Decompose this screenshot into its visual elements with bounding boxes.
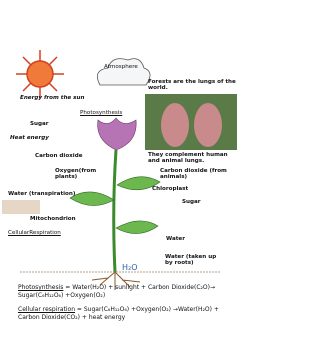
- page: H₂O Atmosphere Energy from the sun Fores…: [2, 50, 237, 321]
- label: Mitochondrion: [30, 216, 76, 222]
- flower: [97, 117, 137, 151]
- label: Energy from the sun: [20, 95, 85, 101]
- formula: = Water(H₂O) + sunlight + Carbon Dioxide…: [18, 284, 216, 299]
- label: Sugar: [182, 199, 201, 205]
- equation: Photosynthesis = Water(H₂O) + sunlight +…: [18, 284, 233, 299]
- label: Carbon dioxide (from animals): [160, 168, 227, 181]
- label: Water (transpiration): [8, 191, 76, 197]
- sun: [16, 50, 64, 98]
- term: Photosynthesis: [18, 284, 64, 291]
- leaf: [69, 191, 115, 206]
- label: Photosynthesis: [80, 110, 123, 116]
- roots: [91, 271, 141, 290]
- label: Water (taken up by roots): [165, 254, 217, 267]
- leaf: [116, 176, 161, 191]
- forest-lung: [161, 103, 189, 147]
- equation: Cellular respiration = Sugar(C₆H₁₂O₆) +O…: [18, 306, 233, 321]
- label: Atmosphere: [104, 64, 138, 70]
- label: Water: [166, 236, 185, 242]
- formula: = Sugar(C₆H₁₂O₆) +Oxygen(O₂) →Water(H₂O)…: [18, 306, 219, 321]
- stem: [112, 149, 118, 273]
- cell-photo: [2, 200, 40, 214]
- label: Oxygen(from plants): [55, 168, 97, 181]
- cloud: [96, 58, 151, 86]
- term: Cellular respiration: [18, 306, 75, 313]
- label: Chloroplast: [152, 186, 189, 192]
- forest-lung: [194, 103, 222, 147]
- leaf: [115, 220, 159, 234]
- label: Heat energy: [10, 135, 49, 141]
- forest-photo: [145, 94, 237, 150]
- label: They complement human and animal lungs.: [148, 152, 228, 165]
- label: CellularRespiration: [8, 230, 61, 236]
- label: Carbon dioxide: [35, 153, 83, 159]
- h2o-mark: H₂O: [122, 263, 138, 272]
- label: Forests are the lungs of the world.: [148, 79, 236, 92]
- illustration: H₂O: [2, 50, 237, 290]
- label: Sugar: [30, 121, 49, 127]
